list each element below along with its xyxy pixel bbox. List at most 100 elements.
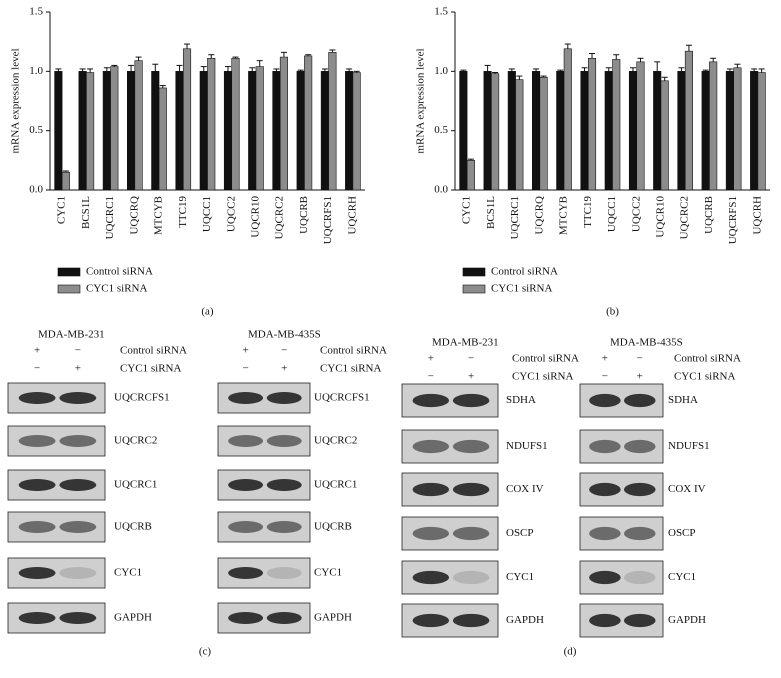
error-bar [128, 64, 135, 72]
blot-band [452, 439, 490, 454]
error-bar [200, 66, 207, 72]
x-tick-label: CYC1 [461, 196, 473, 224]
error-bar [637, 57, 644, 62]
sign: − [637, 353, 643, 365]
bar [182, 48, 192, 191]
protein-label: UQCRC1 [314, 479, 357, 491]
bar [612, 59, 621, 191]
bar [134, 60, 143, 191]
blot-band [18, 567, 56, 579]
legend-label: CYC1 siRNA [491, 283, 552, 295]
bar [78, 71, 87, 191]
cell-line: MDA-MB-231 [38, 329, 105, 341]
bar [61, 171, 70, 191]
protein-label: CYC1 [114, 567, 142, 579]
sign: + [428, 353, 434, 365]
blot-band [452, 526, 490, 541]
x-tick-label: UQCC1 [606, 196, 618, 232]
error-bar [533, 68, 540, 72]
blot-band [59, 521, 97, 533]
bar [660, 80, 669, 191]
protein-label: OSCP [506, 527, 534, 539]
x-tick-label: UQCRB [298, 196, 310, 234]
error-bar [629, 67, 636, 72]
protein-label: GAPDH [668, 614, 706, 626]
bar [345, 71, 354, 191]
sign: + [281, 363, 287, 375]
blot-band [589, 570, 621, 585]
bar [352, 72, 361, 191]
sign: − [281, 345, 287, 357]
condition-label: CYC1 siRNA [320, 363, 381, 375]
condition-label: Control siRNA [512, 353, 579, 365]
x-tick-label: UQCRH [346, 196, 358, 235]
bar [102, 71, 111, 191]
blot-band [412, 482, 450, 497]
error-bar [516, 75, 523, 80]
x-tick-label: MTCYB [558, 196, 570, 235]
condition-label: Control siRNA [320, 345, 387, 357]
protein-label: UQCRB [314, 521, 352, 533]
x-tick-label: TTC19 [177, 196, 189, 228]
bar [677, 71, 686, 191]
blot-band [623, 439, 656, 454]
error-bar [329, 49, 336, 53]
blot-band [452, 482, 490, 497]
blot-band [623, 526, 656, 541]
blot-band [589, 613, 621, 628]
bar [653, 71, 662, 191]
blot-band [266, 479, 302, 491]
blot-band [412, 393, 450, 408]
error-bar [273, 68, 280, 72]
error-bar [224, 66, 231, 72]
error-bar [346, 68, 353, 72]
blot-band [623, 570, 656, 585]
legend-label: Control siRNA [491, 266, 558, 278]
sign: − [428, 371, 434, 383]
bar [709, 61, 718, 191]
blot-band [228, 392, 264, 404]
error-bar [710, 57, 717, 62]
bar [255, 66, 264, 191]
blot-band [266, 392, 302, 404]
x-tick-label: BCS1L [80, 196, 92, 229]
panel-label: (b) [606, 306, 619, 318]
bar [725, 71, 734, 191]
blot-band [59, 435, 97, 447]
error-bar [256, 60, 263, 67]
bar [207, 57, 216, 191]
blot-band [228, 612, 264, 624]
error-bar [135, 56, 142, 61]
blot-band [623, 393, 656, 408]
bar [223, 71, 233, 191]
error-bar [152, 63, 159, 72]
protein-label: UQCRB [114, 521, 152, 533]
blot-band [412, 439, 450, 454]
protein-label: OSCP [668, 527, 696, 539]
bar [580, 71, 589, 191]
protein-label: NDUFS1 [506, 440, 548, 452]
x-tick-label: UQCR10 [654, 196, 666, 238]
blot-band [412, 613, 450, 628]
bar [127, 71, 136, 191]
blot-band [59, 479, 97, 491]
blot-band [266, 435, 302, 447]
error-bar [605, 67, 612, 72]
blot-band [266, 612, 302, 624]
x-tick-label: UQCC2 [630, 196, 642, 232]
bar [483, 71, 492, 191]
bar [636, 61, 645, 191]
x-tick-label: UQCRC2 [679, 196, 691, 239]
error-bar [726, 68, 733, 72]
y-tick-label: 0.0 [434, 184, 448, 196]
bar [539, 76, 548, 191]
bar [701, 71, 710, 191]
y-axis-label: mRNA expression level [10, 48, 22, 153]
condition-label: CYC1 siRNA [120, 363, 181, 375]
error-bar [280, 51, 287, 58]
error-bar [353, 70, 360, 73]
blot-band [59, 612, 97, 624]
error-bar [661, 76, 668, 81]
blot-band [452, 570, 490, 585]
blot-band [623, 482, 656, 497]
